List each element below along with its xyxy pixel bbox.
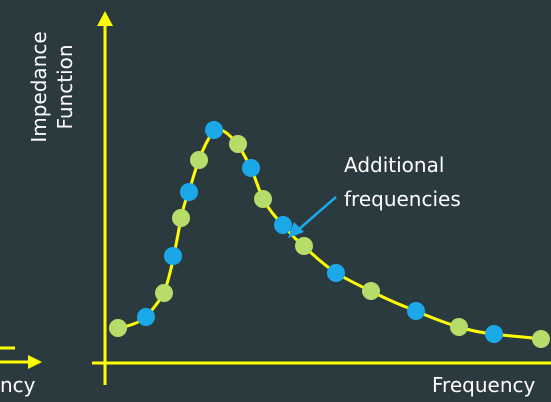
left-panel-x-axis-label: ncy [0, 373, 36, 397]
original-frequency-point [229, 135, 247, 153]
additional-frequency-point [485, 325, 503, 343]
additional-frequency-point [137, 308, 155, 326]
original-frequency-point [254, 190, 272, 208]
original-frequency-point [190, 151, 208, 169]
annotation-arrow-head [288, 222, 304, 238]
annotation-line-1: Additional [344, 153, 444, 177]
original-frequency-point [295, 237, 313, 255]
y-axis-arrowhead [97, 11, 113, 26]
data-points [109, 121, 550, 348]
original-frequency-point [172, 209, 190, 227]
annotation-line-2: frequencies [344, 187, 461, 211]
additional-frequency-point [242, 159, 260, 177]
original-frequency-point [450, 318, 468, 336]
additional-frequency-point [407, 302, 425, 320]
x-axis-label: Frequency [432, 373, 535, 397]
original-frequency-point [362, 282, 380, 300]
additional-frequency-point [164, 247, 182, 265]
annotation-arrow-line [297, 196, 337, 231]
original-frequency-point [155, 284, 173, 302]
original-frequency-point [532, 330, 550, 348]
y-axis-label-line-1: Impedance [27, 31, 51, 142]
left-panel-x-axis-arrowhead [28, 355, 42, 369]
y-axis-label-line-2: Function [53, 44, 77, 129]
response-curve [117, 127, 542, 341]
additional-frequency-point [180, 183, 198, 201]
original-frequency-point [109, 319, 127, 337]
additional-frequency-point [205, 121, 223, 139]
additional-frequency-point [274, 216, 292, 234]
additional-frequency-point [327, 264, 345, 282]
